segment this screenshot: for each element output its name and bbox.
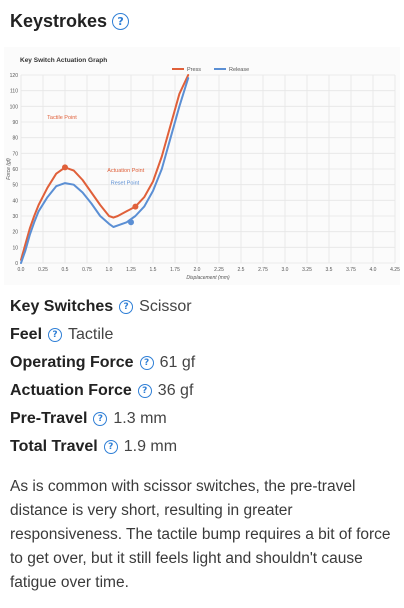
spec-label: Key Switches bbox=[10, 298, 114, 315]
chart-title: Key Switch Actuation Graph bbox=[20, 57, 107, 64]
spec-label: Total Travel bbox=[10, 438, 98, 455]
spec-row-operating-force: Operating Force ? 61 gf bbox=[10, 349, 400, 377]
review-description: As is common with scissor switches, the … bbox=[10, 478, 391, 591]
y-tick-label: 30 bbox=[12, 214, 18, 220]
spec-row-pre-travel: Pre-Travel ? 1.3 mm bbox=[10, 405, 400, 433]
spec-value: 36 gf bbox=[157, 382, 194, 399]
x-tick-label: 2.25 bbox=[214, 267, 224, 273]
x-tick-label: 3.5 bbox=[326, 267, 333, 273]
annotation-marker-actuation-point bbox=[132, 203, 139, 210]
spec-label: Actuation Force bbox=[10, 382, 132, 399]
x-tick-label: 1.25 bbox=[126, 267, 136, 273]
legend-label-release: Release bbox=[229, 67, 249, 73]
y-tick-label: 110 bbox=[10, 89, 18, 95]
x-tick-label: 4.25 bbox=[390, 267, 400, 273]
chart-legend: Press Release bbox=[172, 67, 249, 73]
actuation-chart-svg: Key Switch Actuation Graph 0 10 20 30 40 50 60… bbox=[6, 57, 400, 281]
chart-axis-labels: 0 10 20 30 40 50 60 70 80 90 100 110 120 0.0 0.25 0.5 0.… bbox=[6, 73, 400, 281]
x-tick-label: 4.0 bbox=[370, 267, 377, 273]
spec-row-actuation-force: Actuation Force ? 36 gf bbox=[10, 377, 400, 405]
x-tick-label: 3.25 bbox=[302, 267, 312, 273]
x-tick-label: 2.5 bbox=[238, 267, 245, 273]
legend-label-press: Press bbox=[187, 67, 201, 73]
annotation-marker-tactile-point bbox=[62, 164, 68, 171]
y-tick-label: 100 bbox=[10, 104, 19, 110]
x-tick-label: 1.75 bbox=[170, 267, 180, 273]
chart-annotations: Tactile Point Actuation Point Reset Point bbox=[47, 115, 145, 226]
spec-list: Key Switches ? Scissor Feel ? Tactile Op… bbox=[10, 293, 400, 461]
y-tick-label: 60 bbox=[12, 167, 18, 173]
question-circle-icon[interactable]: ? bbox=[119, 300, 134, 314]
question-circle-icon[interactable]: ? bbox=[48, 328, 63, 342]
question-circle-icon[interactable]: ? bbox=[112, 13, 130, 30]
section-title: Keystrokes bbox=[10, 11, 108, 31]
section-header: Keystrokes ? bbox=[10, 11, 130, 32]
series-line-press bbox=[20, 74, 190, 261]
x-tick-label: 0.0 bbox=[18, 267, 25, 273]
y-tick-label: 0 bbox=[15, 261, 18, 267]
x-tick-label: 3.0 bbox=[282, 267, 289, 273]
x-tick-label: 1.5 bbox=[150, 267, 157, 273]
annotation-label-tactile-point: Tactile Point bbox=[47, 115, 77, 121]
y-tick-label: 40 bbox=[12, 198, 18, 204]
spec-label: Feel bbox=[10, 326, 43, 343]
spec-label: Operating Force bbox=[10, 354, 134, 371]
x-tick-label: 0.25 bbox=[38, 267, 48, 273]
question-circle-icon[interactable]: ? bbox=[139, 356, 154, 370]
x-tick-label: 3.75 bbox=[346, 267, 356, 273]
y-tick-label: 50 bbox=[12, 183, 18, 189]
y-tick-label: 120 bbox=[10, 73, 19, 79]
spec-value: Tactile bbox=[68, 326, 114, 343]
spec-label: Pre-Travel bbox=[10, 410, 88, 427]
y-axis-label: Force (gf) bbox=[6, 158, 12, 180]
annotation-label-reset-point: Reset Point bbox=[111, 181, 140, 187]
y-tick-label: 80 bbox=[12, 136, 18, 142]
y-tick-label: 90 bbox=[12, 120, 18, 126]
x-axis-label: Displacement (mm) bbox=[186, 275, 230, 281]
spec-value: Scissor bbox=[139, 298, 192, 315]
spec-value: 1.9 mm bbox=[123, 438, 178, 455]
y-tick-label: 10 bbox=[12, 245, 18, 251]
x-tick-label: 1.0 bbox=[106, 267, 113, 273]
x-tick-label: 0.75 bbox=[82, 267, 92, 273]
spec-row-feel: Feel ? Tactile bbox=[10, 321, 400, 349]
annotation-label-actuation-point: Actuation Point bbox=[107, 168, 144, 174]
question-circle-icon[interactable]: ? bbox=[137, 384, 152, 398]
question-circle-icon[interactable]: ? bbox=[93, 412, 108, 426]
spec-row-total-travel: Total Travel ? 1.9 mm bbox=[10, 433, 400, 461]
x-tick-label: 2.75 bbox=[258, 267, 268, 273]
chart-grid bbox=[20, 74, 396, 264]
y-tick-label: 70 bbox=[12, 151, 18, 157]
spec-row-key-switches: Key Switches ? Scissor bbox=[10, 293, 400, 321]
actuation-graph: Key Switch Actuation Graph 0 10 20 30 40 50 60… bbox=[4, 47, 400, 285]
x-tick-label: 0.5 bbox=[62, 267, 69, 273]
series-line-release bbox=[20, 77, 190, 264]
spec-value: 1.3 mm bbox=[113, 410, 167, 427]
spec-value: 61 gf bbox=[159, 354, 196, 371]
x-tick-label: 2.0 bbox=[194, 267, 201, 273]
question-circle-icon[interactable]: ? bbox=[103, 440, 118, 454]
chart-series bbox=[20, 74, 190, 264]
y-tick-label: 20 bbox=[12, 230, 18, 236]
annotation-marker-reset-point bbox=[128, 219, 134, 226]
